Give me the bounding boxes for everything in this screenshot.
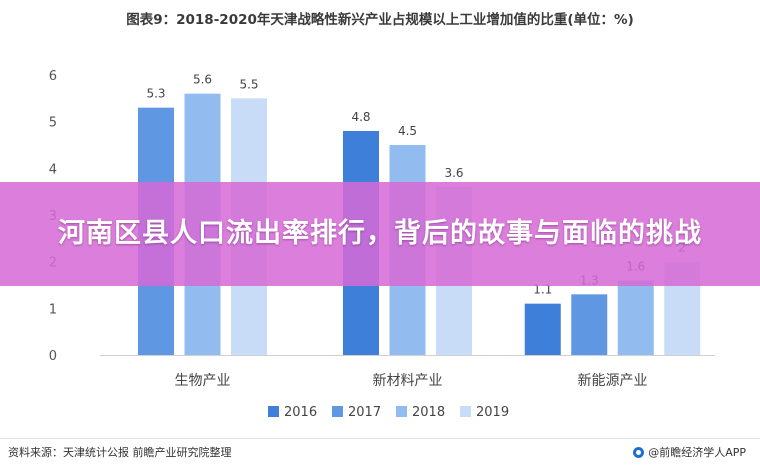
bar-value-label: 1.1 [533,283,552,297]
bar-value-label: 4.5 [398,124,417,138]
bar-value-label: 4.8 [351,110,370,124]
x-category-label: 新能源产业 [578,373,648,389]
bar-2016 [524,303,561,355]
chart-title: 图表9：2018-2020年天津战略性新兴产业占规模以上工业增加值的比重(单位：… [126,12,634,28]
legend-label: 2017 [348,405,381,420]
legend-swatch-2016 [268,406,279,417]
bar-value-label: 5.5 [239,77,258,91]
legend-label: 2018 [412,405,445,420]
app-logo-icon [633,446,645,458]
x-category-label: 生物产业 [175,373,231,389]
y-tick-label: 5 [49,116,57,131]
title-overlay-banner: 河南区县人口流出率排行，背后的故事与面临的挑战 [0,182,760,286]
bar-2018 [617,280,654,355]
overlay-title: 河南区县人口流出率排行，背后的故事与面临的挑战 [58,218,702,249]
legend-swatch-2017 [332,406,343,417]
x-axis-labels: 生物产业 新材料产业 新能源产业 [175,373,648,389]
y-tick-label: 6 [49,69,57,84]
legend-label: 2019 [476,405,509,420]
legend-label: 2016 [284,405,317,420]
source-note: 资料来源：天津统计公报 前瞻产业研究院整理 [8,446,232,459]
bar-value-label: 5.6 [193,73,212,87]
legend: 2016 2017 2018 2019 [268,405,509,420]
x-category-label: 新材料产业 [373,373,443,389]
legend-swatch-2019 [460,406,471,417]
footer-divider [0,438,760,439]
bar-2017 [571,294,608,355]
y-tick-label: 1 [49,302,57,317]
bar-value-label: 3.6 [444,166,463,180]
legend-swatch-2018 [396,406,407,417]
bar-value-label: 5.3 [146,87,165,101]
y-tick-label: 4 [49,162,57,177]
y-tick-label: 0 [49,349,57,364]
app-attribution: @前瞻经济学人APP [633,444,746,460]
app-attribution-text: @前瞻经济学人APP [648,446,746,459]
